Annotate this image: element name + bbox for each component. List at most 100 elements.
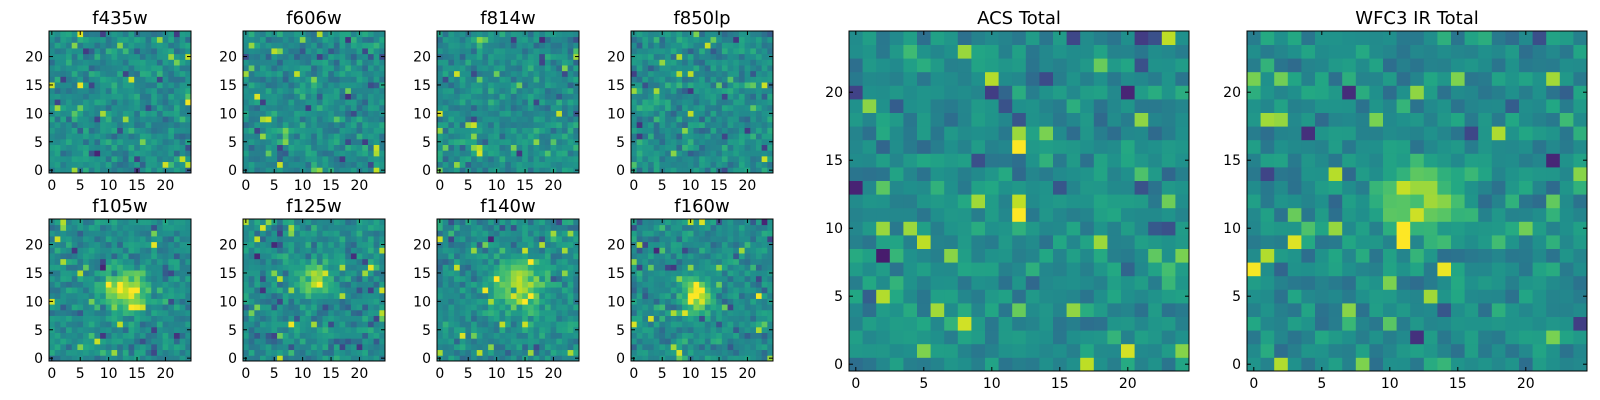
heatmap-cell [367,167,375,174]
heatmap-cell [83,338,90,345]
heatmap-cell [328,275,335,282]
heatmap-cell [437,343,444,351]
heatmap-cell [527,104,534,111]
heatmap-cell [454,110,461,117]
heatmap-cell [71,167,78,174]
heatmap-cell [556,321,563,328]
heatmap-cell [556,121,563,128]
heatmap-cell [693,326,700,333]
heatmap-cell [145,264,152,271]
heatmap-cell [294,87,301,94]
heatmap-cell [499,304,506,311]
heatmap-cell [716,275,723,282]
heatmap-cell [185,281,192,288]
heatmap-cell [471,99,478,106]
heatmap-cell [573,116,580,123]
heatmap-cell [379,42,386,49]
heatmap-cell [117,48,124,55]
heatmap-cell [379,144,386,151]
heatmap-cell [704,150,711,157]
heatmap-cell [339,332,346,339]
heatmap-cell [510,144,517,151]
heatmap-cell [333,287,340,294]
heatmap-cell [111,315,118,322]
heatmap-cell [659,332,666,339]
heatmap-cell [134,281,141,288]
heatmap-cell [265,309,272,316]
heatmap-cell [277,230,284,237]
heatmap-cell [522,59,529,66]
heatmap-cell [561,241,569,248]
heatmap-cell [488,82,495,89]
heatmap-cell [356,287,363,294]
heatmap-cell [744,298,751,305]
heatmap-cell [71,315,78,322]
heatmap-cell [499,167,506,174]
heatmap-cell [271,93,278,100]
heatmap-cell [653,82,660,89]
heatmap-cell [345,304,352,311]
heatmap-cell [665,138,672,145]
heatmap-cell [533,150,540,157]
heatmap-cell [362,287,369,294]
heatmap-cell [761,326,768,333]
heatmap-cell [243,87,250,94]
heatmap-cell [493,321,500,328]
heatmap-cell [345,236,352,243]
heatmap-cell [145,219,152,226]
heatmap-cell [459,338,466,345]
heatmap-cell [350,287,357,294]
heatmap-cell [156,298,163,305]
heatmap-cell [573,87,580,94]
heatmap-cell [277,138,284,145]
heatmap-cell [676,332,683,339]
heatmap-cell [699,127,706,134]
heatmap-cell [527,309,534,316]
heatmap-cell [379,104,386,111]
heatmap-cell [345,155,352,163]
heatmap-cell [185,343,192,351]
heatmap-cell [373,275,380,282]
heatmap-cell [156,281,163,288]
heatmap-cell [744,116,751,123]
heatmap-cell [499,298,506,305]
heatmap-cell [105,332,112,339]
heatmap-cell [493,281,500,288]
heatmap-cell [648,355,655,362]
heatmap-cell [328,155,335,163]
heatmap-cell [339,304,346,311]
heatmap-cell [117,275,124,282]
heatmap-cell [665,48,672,55]
heatmap-cell [88,332,95,339]
heatmap-cell [482,236,489,243]
heatmap-cell [488,270,495,277]
heatmap-cell [105,241,112,248]
heatmap-cell [516,161,523,168]
heatmap-cell [66,264,73,271]
heatmap-cell [179,287,186,294]
heatmap-cell [459,87,466,94]
heatmap-cell [482,309,489,316]
heatmap-cell [687,343,694,351]
heatmap-cell [510,332,517,339]
heatmap-cell [556,116,563,123]
heatmap-cell [727,355,734,362]
heatmap-cell [533,349,540,356]
heatmap-cell [122,247,129,254]
heatmap-cell [488,42,495,49]
heatmap-cell [139,87,146,94]
heatmap-cell [322,48,329,55]
heatmap-cell [162,65,169,72]
heatmap-cell [277,338,284,345]
heatmap-cell [316,127,323,134]
heatmap-cell [488,253,495,260]
heatmap-cell [49,343,56,351]
heatmap-cell [156,247,163,254]
heatmap-cell [173,270,181,277]
heatmap-cell [66,104,73,111]
heatmap-cell [437,161,444,168]
heatmap-cell [561,48,569,55]
heatmap-cell [761,116,768,123]
heatmap-cell [556,355,563,362]
heatmap-cell [117,155,124,163]
